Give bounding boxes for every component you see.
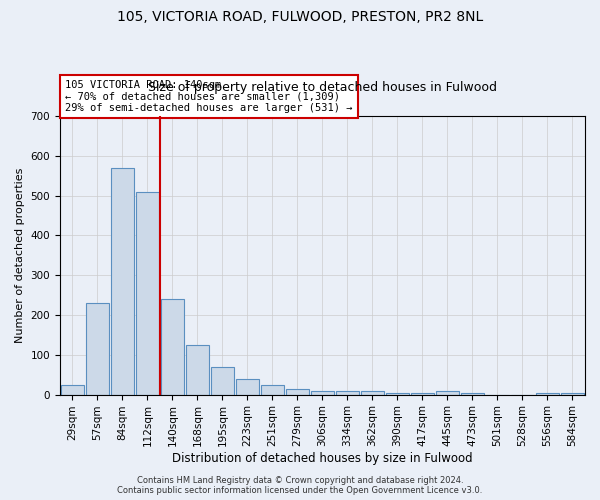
Bar [536, 392, 559, 394]
X-axis label: Distribution of detached houses by size in Fulwood: Distribution of detached houses by size … [172, 452, 473, 465]
Bar [461, 392, 484, 394]
Bar [136, 192, 159, 394]
Text: Contains HM Land Registry data © Crown copyright and database right 2024.
Contai: Contains HM Land Registry data © Crown c… [118, 476, 482, 495]
Bar [311, 390, 334, 394]
Bar [236, 378, 259, 394]
Bar [260, 384, 284, 394]
Y-axis label: Number of detached properties: Number of detached properties [15, 168, 25, 343]
Bar [61, 384, 84, 394]
Bar [211, 366, 235, 394]
Bar [386, 392, 409, 394]
Bar [436, 390, 460, 394]
Bar [560, 392, 584, 394]
Text: 105 VICTORIA ROAD: 140sqm
← 70% of detached houses are smaller (1,309)
29% of se: 105 VICTORIA ROAD: 140sqm ← 70% of detac… [65, 80, 353, 114]
Title: Size of property relative to detached houses in Fulwood: Size of property relative to detached ho… [148, 81, 497, 94]
Bar [185, 345, 209, 395]
Bar [335, 390, 359, 394]
Bar [86, 303, 109, 394]
Bar [110, 168, 134, 394]
Bar [361, 390, 385, 394]
Text: 105, VICTORIA ROAD, FULWOOD, PRESTON, PR2 8NL: 105, VICTORIA ROAD, FULWOOD, PRESTON, PR… [117, 10, 483, 24]
Bar [410, 392, 434, 394]
Bar [286, 388, 310, 394]
Bar [161, 299, 184, 394]
